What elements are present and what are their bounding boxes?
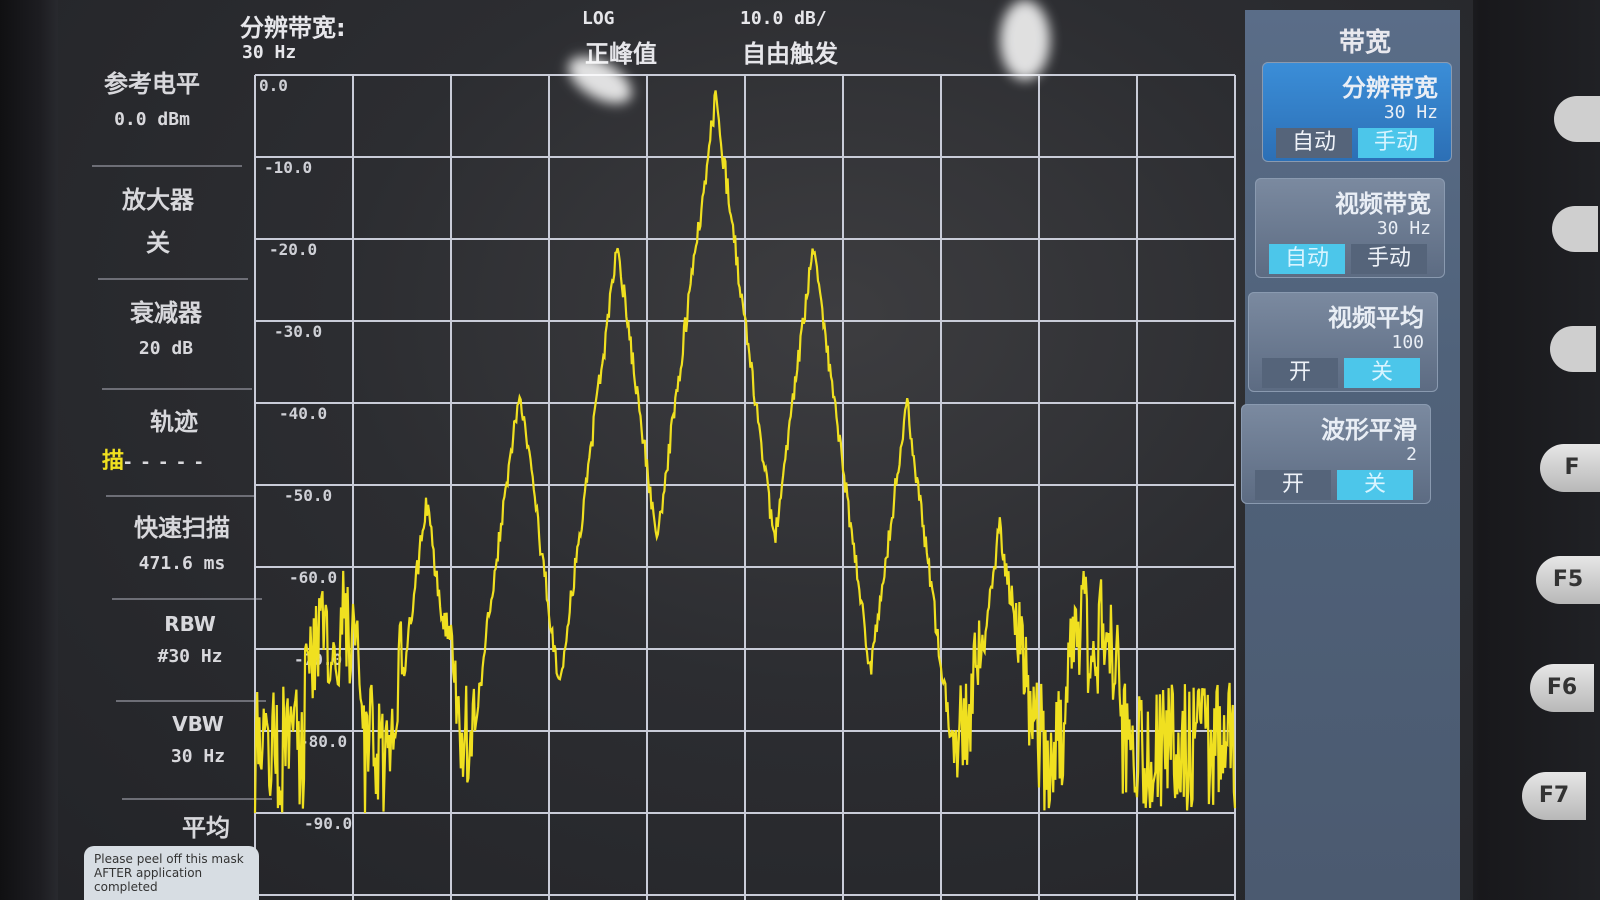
vbw-softkey[interactable]: 视频带宽 30 Hz 自动 手动 <box>1255 178 1445 278</box>
rbw-softkey-title: 分辨带宽 <box>1342 74 1438 102</box>
divider <box>116 700 266 702</box>
vbw-label: VBW <box>172 712 224 736</box>
divider <box>92 165 242 167</box>
rbw-header-value: 30 Hz <box>242 42 297 63</box>
ref-level-label: 参考电平 <box>104 70 200 98</box>
f4-button[interactable]: F <box>1540 444 1600 492</box>
fast-sweep-label: 快速扫描 <box>134 514 230 542</box>
video-average-on-option[interactable]: 开 <box>1262 358 1338 388</box>
trace-mode: 描 <box>102 449 125 474</box>
rbw-auto-option[interactable]: 自动 <box>1276 128 1352 158</box>
rbw-value: #30 Hz <box>157 646 223 667</box>
y-tick-label: -80.0 <box>299 732 347 751</box>
waveform-smooth-softkey[interactable]: 波形平滑 2 开 关 <box>1241 404 1431 504</box>
display-screen <box>58 0 1473 900</box>
average-label: 平均 <box>182 814 230 842</box>
attenuator-label: 衰减器 <box>130 299 202 327</box>
amplifier-value: 关 <box>146 229 170 257</box>
trace-dashes: - - - - - <box>124 452 205 473</box>
softkey-hardware-button[interactable] <box>1550 326 1596 372</box>
rbw-manual-option[interactable]: 手动 <box>1358 128 1434 158</box>
spectrum-plot: 0.0-10.0-20.0-30.0-40.0-50.0-60.0-70.0-8… <box>253 74 1237 900</box>
divider <box>122 798 272 800</box>
spectrum-trace <box>253 90 1237 814</box>
waveform-smooth-on-option[interactable]: 开 <box>1255 470 1331 500</box>
waveform-smooth-title: 波形平滑 <box>1321 416 1417 444</box>
y-axis-labels: 0.0-10.0-20.0-30.0-40.0-50.0-60.0-70.0-8… <box>259 76 352 833</box>
rbw-softkey[interactable]: 分辨带宽 30 Hz 自动 手动 <box>1262 62 1452 162</box>
trigger-mode: 自由触发 <box>742 40 838 68</box>
rbw-section[interactable]: RBW #30 Hz <box>110 612 270 667</box>
menu-title: 带宽 <box>1338 28 1391 58</box>
vbw-section[interactable]: VBW 30 Hz <box>118 712 278 767</box>
ref-level-section[interactable]: 参考电平 0.0 dBm <box>72 64 232 130</box>
waveform-smooth-value: 2 <box>1406 444 1417 465</box>
divider <box>106 495 256 497</box>
vbw-softkey-value: 30 Hz <box>1376 218 1431 239</box>
y-tick-label: -90.0 <box>304 814 352 833</box>
ref-level-value: 0.0 dBm <box>114 109 190 130</box>
video-average-value: 100 <box>1391 332 1424 353</box>
average-section[interactable]: 平均 <box>126 808 286 843</box>
y-tick-label: -60.0 <box>289 568 337 587</box>
f7-button[interactable]: F7 <box>1522 772 1586 820</box>
y-tick-label: -30.0 <box>274 322 322 341</box>
trace-label: 轨迹 <box>150 408 198 436</box>
divider <box>102 388 252 390</box>
divider <box>112 598 262 600</box>
rbw-label: RBW <box>164 612 216 636</box>
attenuator-section[interactable]: 衰减器 20 dB <box>86 293 246 359</box>
amplifier-section[interactable]: 放大器 关 <box>78 180 238 258</box>
rbw-header-label: 分辨带宽: <box>240 14 346 42</box>
y-tick-label: -40.0 <box>279 404 327 423</box>
y-tick-label: -50.0 <box>284 486 332 505</box>
fast-sweep-value: 471.6 ms <box>138 553 226 574</box>
divider <box>98 278 248 280</box>
waveform-smooth-off-option[interactable]: 关 <box>1337 470 1413 500</box>
video-average-off-option[interactable]: 关 <box>1344 358 1420 388</box>
fast-sweep-section[interactable]: 快速扫描 471.6 ms <box>102 508 262 574</box>
scale-per-div: 10.0 dB/ <box>740 8 827 29</box>
y-tick-label: -10.0 <box>264 158 312 177</box>
vbw-softkey-title: 视频带宽 <box>1335 190 1431 218</box>
softkey-hardware-button[interactable] <box>1552 206 1598 252</box>
screen-glare <box>1000 0 1050 80</box>
rbw-softkey-value: 30 Hz <box>1383 102 1438 123</box>
video-average-softkey[interactable]: 视频平均 100 开 关 <box>1248 292 1438 392</box>
video-average-title: 视频平均 <box>1328 304 1424 332</box>
softkey-hardware-button[interactable] <box>1554 96 1600 142</box>
f5-button[interactable]: F5 <box>1536 556 1600 604</box>
y-tick-label: -20.0 <box>269 240 317 259</box>
trace-section[interactable]: 轨迹 描- - - - - <box>94 402 254 475</box>
scale-type: LOG <box>582 8 615 29</box>
amplifier-label: 放大器 <box>122 186 194 214</box>
attenuator-value: 20 dB <box>138 338 194 359</box>
protective-film-sticker: Please peel off this mask AFTER applicat… <box>84 846 259 900</box>
vbw-auto-option[interactable]: 自动 <box>1269 244 1345 274</box>
vbw-value: 30 Hz <box>170 746 226 767</box>
plot-grid <box>254 74 1236 900</box>
vbw-manual-option[interactable]: 手动 <box>1351 244 1427 274</box>
y-tick-label: 0.0 <box>259 76 288 95</box>
f6-button[interactable]: F6 <box>1530 664 1594 712</box>
